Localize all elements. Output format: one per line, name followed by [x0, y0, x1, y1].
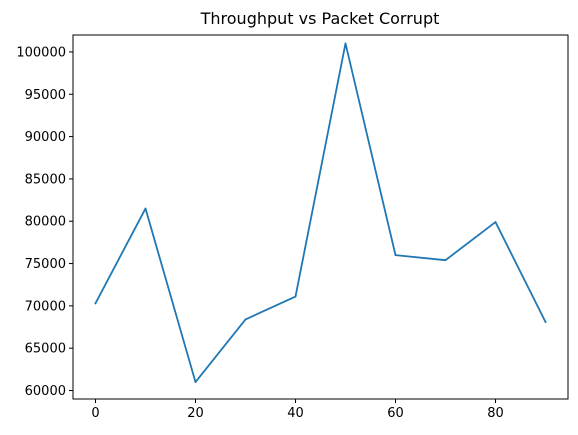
y-axis-ticks: 60000 65000 70000 75000 80000 85000 90000 95000… — [16, 45, 73, 399]
x-tick-label: 0 — [91, 406, 99, 421]
x-axis-ticks: 0 20 40 60 80 — [91, 399, 504, 421]
data-point — [94, 302, 97, 305]
y-tick-label: 85000 — [25, 172, 66, 187]
data-point — [344, 42, 347, 45]
data-point — [444, 259, 447, 262]
data-point — [294, 295, 297, 298]
x-tick-label: 80 — [487, 406, 504, 421]
y-tick-label: 70000 — [25, 299, 66, 314]
y-tick-label: 65000 — [25, 342, 66, 357]
data-point — [544, 321, 547, 323]
data-point — [244, 318, 247, 321]
x-tick-label: 60 — [387, 406, 404, 421]
y-tick-label: 100000 — [16, 45, 66, 60]
axes — [72, 34, 569, 400]
series-group — [94, 42, 547, 383]
y-tick-label: 60000 — [25, 384, 66, 399]
data-point — [194, 381, 197, 383]
data-point — [394, 254, 397, 256]
y-tick-label: 75000 — [25, 257, 66, 272]
x-tick-label: 40 — [287, 406, 304, 421]
data-point — [494, 221, 497, 223]
y-tick-label: 90000 — [25, 130, 66, 145]
series-line — [94, 42, 547, 383]
data-point — [144, 207, 147, 210]
plot-frame — [72, 34, 569, 400]
y-tick-label: 95000 — [25, 88, 66, 103]
chart-title: Throughput vs Packet Corrupt — [200, 9, 440, 28]
x-tick-label: 20 — [187, 406, 204, 421]
y-tick-label: 80000 — [25, 215, 66, 230]
